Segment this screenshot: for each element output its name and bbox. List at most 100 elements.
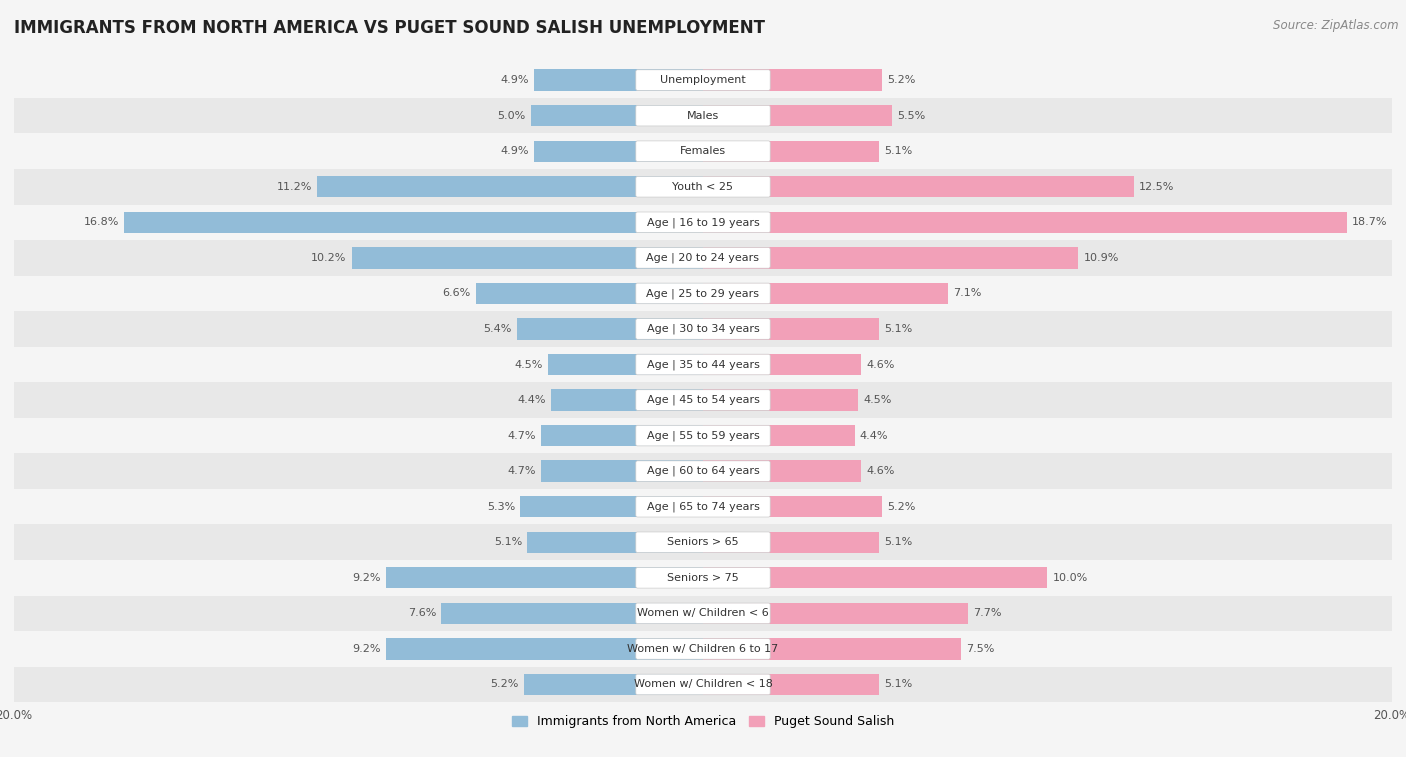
Bar [703, 248, 1078, 269]
Text: 16.8%: 16.8% [84, 217, 120, 227]
FancyBboxPatch shape [636, 141, 770, 161]
Bar [14, 133, 1392, 169]
Text: 5.1%: 5.1% [494, 537, 522, 547]
Bar [14, 489, 1392, 525]
Bar [318, 176, 703, 198]
Text: 11.2%: 11.2% [277, 182, 312, 192]
Text: 4.6%: 4.6% [866, 466, 896, 476]
Bar [14, 169, 1392, 204]
Text: 4.9%: 4.9% [501, 146, 529, 156]
Text: Source: ZipAtlas.com: Source: ZipAtlas.com [1274, 19, 1399, 32]
Text: 4.7%: 4.7% [508, 431, 536, 441]
Bar [531, 105, 703, 126]
Text: Age | 65 to 74 years: Age | 65 to 74 years [647, 501, 759, 512]
Bar [703, 425, 855, 447]
Text: 5.1%: 5.1% [884, 537, 912, 547]
Bar [541, 425, 703, 447]
Bar [703, 283, 948, 304]
Text: 5.1%: 5.1% [884, 324, 912, 334]
Bar [14, 240, 1392, 276]
Bar [703, 105, 893, 126]
Bar [534, 141, 703, 162]
Bar [703, 70, 882, 91]
FancyBboxPatch shape [636, 639, 770, 659]
Text: Age | 35 to 44 years: Age | 35 to 44 years [647, 360, 759, 369]
Bar [703, 354, 862, 375]
Legend: Immigrants from North America, Puget Sound Salish: Immigrants from North America, Puget Sou… [508, 710, 898, 733]
Bar [703, 567, 1047, 588]
Bar [14, 311, 1392, 347]
Bar [703, 603, 969, 624]
Text: 4.5%: 4.5% [515, 360, 543, 369]
Text: 5.4%: 5.4% [484, 324, 512, 334]
FancyBboxPatch shape [636, 319, 770, 339]
Bar [703, 638, 962, 659]
Text: 4.9%: 4.9% [501, 75, 529, 85]
Text: 12.5%: 12.5% [1139, 182, 1174, 192]
Text: 7.5%: 7.5% [966, 644, 995, 654]
Text: 5.0%: 5.0% [498, 111, 526, 120]
Text: 5.2%: 5.2% [887, 502, 915, 512]
Text: 9.2%: 9.2% [353, 573, 381, 583]
Text: Age | 20 to 24 years: Age | 20 to 24 years [647, 253, 759, 263]
FancyBboxPatch shape [636, 390, 770, 410]
Bar [475, 283, 703, 304]
Bar [703, 389, 858, 411]
FancyBboxPatch shape [636, 532, 770, 553]
Text: 10.0%: 10.0% [1053, 573, 1088, 583]
Bar [703, 460, 862, 481]
Bar [703, 176, 1133, 198]
Text: 5.2%: 5.2% [887, 75, 915, 85]
Text: 7.1%: 7.1% [953, 288, 981, 298]
Bar [14, 631, 1392, 667]
Text: 10.2%: 10.2% [311, 253, 346, 263]
Bar [703, 212, 1347, 233]
Text: IMMIGRANTS FROM NORTH AMERICA VS PUGET SOUND SALISH UNEMPLOYMENT: IMMIGRANTS FROM NORTH AMERICA VS PUGET S… [14, 19, 765, 37]
Text: Age | 45 to 54 years: Age | 45 to 54 years [647, 395, 759, 405]
Text: 4.4%: 4.4% [517, 395, 547, 405]
Text: Women w/ Children < 6: Women w/ Children < 6 [637, 609, 769, 618]
FancyBboxPatch shape [636, 105, 770, 126]
Bar [14, 204, 1392, 240]
Text: 4.4%: 4.4% [859, 431, 889, 441]
FancyBboxPatch shape [636, 248, 770, 268]
Bar [352, 248, 703, 269]
Bar [551, 389, 703, 411]
Text: 7.7%: 7.7% [973, 609, 1002, 618]
FancyBboxPatch shape [636, 283, 770, 304]
Text: 18.7%: 18.7% [1353, 217, 1388, 227]
Bar [541, 460, 703, 481]
Bar [14, 382, 1392, 418]
Text: 5.5%: 5.5% [897, 111, 927, 120]
Bar [14, 276, 1392, 311]
Bar [534, 70, 703, 91]
Text: Youth < 25: Youth < 25 [672, 182, 734, 192]
Text: 4.7%: 4.7% [508, 466, 536, 476]
Bar [527, 531, 703, 553]
Text: Females: Females [681, 146, 725, 156]
Text: 4.5%: 4.5% [863, 395, 891, 405]
Text: 9.2%: 9.2% [353, 644, 381, 654]
Text: Age | 16 to 19 years: Age | 16 to 19 years [647, 217, 759, 228]
Text: Women w/ Children 6 to 17: Women w/ Children 6 to 17 [627, 644, 779, 654]
FancyBboxPatch shape [636, 461, 770, 481]
FancyBboxPatch shape [636, 176, 770, 197]
Bar [703, 531, 879, 553]
FancyBboxPatch shape [636, 354, 770, 375]
Text: 6.6%: 6.6% [443, 288, 471, 298]
Text: 5.1%: 5.1% [884, 680, 912, 690]
Text: 5.2%: 5.2% [491, 680, 519, 690]
Bar [548, 354, 703, 375]
FancyBboxPatch shape [636, 568, 770, 588]
Bar [703, 674, 879, 695]
Bar [387, 638, 703, 659]
FancyBboxPatch shape [636, 497, 770, 517]
Bar [14, 596, 1392, 631]
Text: Age | 60 to 64 years: Age | 60 to 64 years [647, 466, 759, 476]
Text: 5.3%: 5.3% [486, 502, 515, 512]
Text: Age | 25 to 29 years: Age | 25 to 29 years [647, 288, 759, 299]
Bar [14, 347, 1392, 382]
Text: 7.6%: 7.6% [408, 609, 436, 618]
Bar [520, 496, 703, 517]
Bar [703, 141, 879, 162]
